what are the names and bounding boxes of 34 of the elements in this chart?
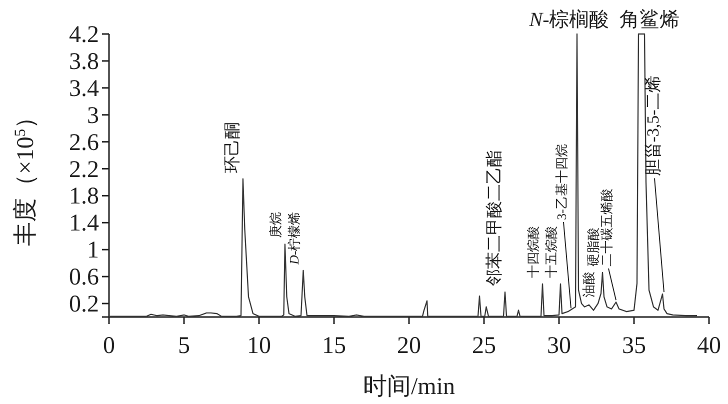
y-tick-label: 2.6 [69, 130, 99, 156]
x-tick-label: 0 [103, 333, 115, 359]
y-tick-label: 3 [87, 102, 99, 129]
annotation: 庚烷 [268, 212, 283, 238]
annotation: 3-乙基十四烷 [554, 144, 570, 220]
x-tick-label: 15 [322, 333, 346, 359]
x-tick-label: 25 [472, 333, 496, 359]
annotation: 硬脂酸 [586, 228, 601, 267]
annotation: N-棕榈酸 [528, 9, 610, 31]
y-tick-label: 1.4 [69, 210, 99, 237]
annotation: D-柠檬烯 [286, 212, 302, 266]
annotation: 油酸 [581, 272, 596, 298]
annotation: 角鲨烯 [619, 8, 680, 31]
y-tick-label: 3.8 [69, 48, 99, 75]
x-tick-label: 10 [247, 333, 271, 359]
y-tick-label: 1 [87, 238, 99, 264]
x-tick-label: 20 [397, 333, 421, 359]
annotation: 二十碳五烯酸 [599, 188, 614, 267]
annotation: 十四烷酸 [526, 226, 541, 278]
annotation: 胆甾-3,5-二烯 [643, 76, 662, 176]
annotation: 十五烷酸 [544, 226, 559, 278]
y-tick-label: 3.4 [69, 76, 99, 102]
x-tick-label: 30 [547, 333, 571, 359]
annotation: 邻苯二甲酸二乙酯 [484, 150, 504, 286]
y-tick-label: 0.2 [69, 292, 99, 318]
y-tick-label: 1.8 [69, 184, 99, 210]
x-axis-title: 时间/min [362, 374, 456, 400]
annotation: 环己酮 [222, 122, 242, 173]
x-tick-label: 5 [178, 333, 190, 359]
y-tick-label: 0.6 [69, 264, 99, 291]
y-tick-label: 2.2 [69, 156, 99, 183]
x-tick-label: 35 [622, 333, 646, 359]
x-tick-label: 40 [697, 333, 721, 359]
y-tick-label: 4.2 [69, 22, 99, 48]
